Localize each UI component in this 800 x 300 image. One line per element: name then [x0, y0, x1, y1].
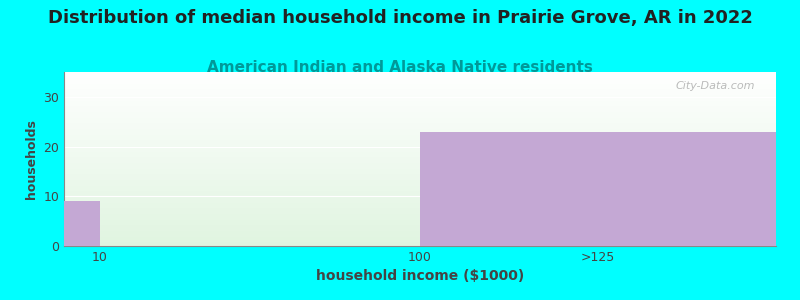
Text: American Indian and Alaska Native residents: American Indian and Alaska Native reside… — [207, 60, 593, 75]
X-axis label: household income ($1000): household income ($1000) — [316, 269, 524, 284]
Text: Distribution of median household income in Prairie Grove, AR in 2022: Distribution of median household income … — [47, 9, 753, 27]
Text: City-Data.com: City-Data.com — [675, 81, 754, 91]
Y-axis label: households: households — [25, 119, 38, 199]
Bar — [64, 201, 99, 246]
Bar — [420, 132, 776, 246]
